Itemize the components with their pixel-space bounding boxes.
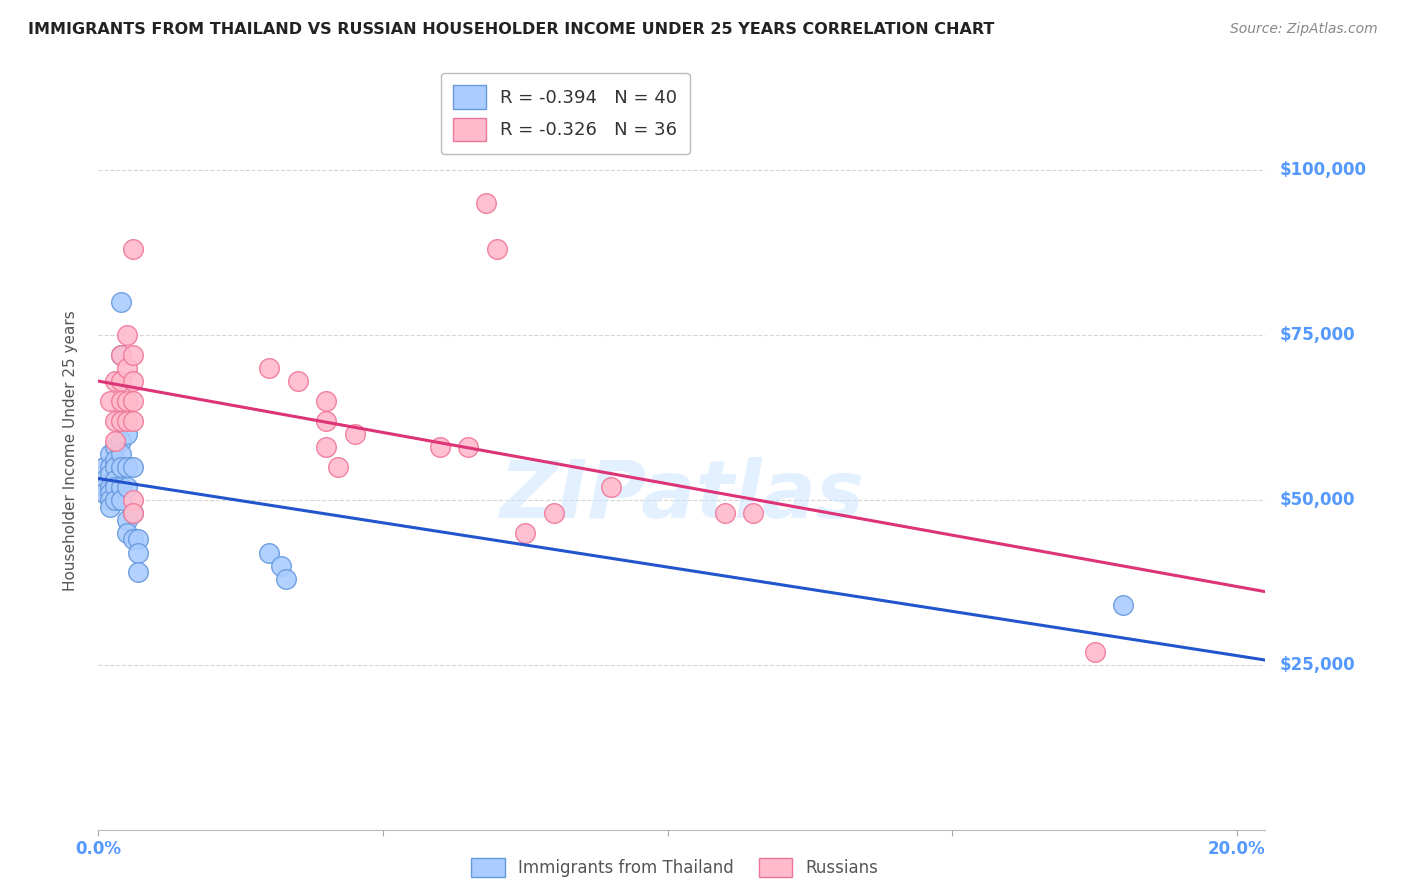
Point — [98, 480, 121, 494]
Point — [742, 506, 765, 520]
Point — [104, 414, 127, 428]
Point — [315, 394, 337, 409]
Text: IMMIGRANTS FROM THAILAND VS RUSSIAN HOUSEHOLDER INCOME UNDER 25 YEARS CORRELATIO: IMMIGRANTS FROM THAILAND VS RUSSIAN HOUS… — [28, 22, 994, 37]
Point — [1112, 599, 1135, 613]
Point — [98, 486, 121, 500]
Point — [104, 453, 127, 467]
Text: $50,000: $50,000 — [1279, 491, 1355, 509]
Point — [127, 533, 149, 547]
Point — [104, 473, 127, 487]
Point — [121, 243, 143, 257]
Point — [457, 440, 479, 454]
Point — [104, 480, 127, 494]
Point — [115, 525, 138, 540]
Point — [110, 295, 132, 310]
Point — [93, 486, 115, 500]
Point — [110, 348, 132, 362]
Point — [287, 374, 309, 388]
Point — [343, 427, 366, 442]
Point — [121, 459, 143, 474]
Text: Source: ZipAtlas.com: Source: ZipAtlas.com — [1230, 22, 1378, 37]
Point — [110, 447, 132, 461]
Point — [93, 459, 115, 474]
Point — [257, 361, 280, 376]
Point — [115, 480, 138, 494]
Point — [93, 473, 115, 487]
Point — [110, 414, 132, 428]
Point — [115, 394, 138, 409]
Text: $75,000: $75,000 — [1279, 326, 1355, 344]
Text: $25,000: $25,000 — [1279, 656, 1355, 673]
Point — [599, 480, 621, 494]
Point — [485, 243, 508, 257]
Point — [110, 394, 132, 409]
Point — [98, 394, 121, 409]
Point — [104, 434, 127, 448]
Point — [121, 348, 143, 362]
Point — [115, 513, 138, 527]
Point — [104, 374, 127, 388]
Point — [121, 374, 143, 388]
Point — [115, 361, 138, 376]
Point — [115, 414, 138, 428]
Point — [93, 480, 115, 494]
Point — [121, 414, 143, 428]
Legend: Immigrants from Thailand, Russians: Immigrants from Thailand, Russians — [465, 851, 884, 884]
Text: $100,000: $100,000 — [1279, 161, 1367, 179]
Point — [276, 572, 298, 586]
Point — [98, 500, 121, 514]
Point — [429, 440, 451, 454]
Point — [110, 480, 132, 494]
Point — [713, 506, 735, 520]
Point — [543, 506, 565, 520]
Point — [110, 492, 132, 507]
Point — [1084, 644, 1107, 658]
Point — [270, 558, 292, 573]
Legend: R = -0.394   N = 40, R = -0.326   N = 36: R = -0.394 N = 40, R = -0.326 N = 36 — [440, 73, 690, 153]
Point — [315, 440, 337, 454]
Point — [257, 546, 280, 560]
Point — [121, 394, 143, 409]
Point — [326, 459, 349, 474]
Point — [110, 374, 132, 388]
Point — [110, 348, 132, 362]
Point — [98, 459, 121, 474]
Point — [110, 434, 132, 448]
Point — [474, 196, 496, 211]
Point — [98, 492, 121, 507]
Point — [315, 414, 337, 428]
Y-axis label: Householder Income Under 25 years: Householder Income Under 25 years — [63, 310, 77, 591]
Point — [121, 506, 143, 520]
Point — [515, 525, 537, 540]
Text: ZIPatlas: ZIPatlas — [499, 457, 865, 535]
Point — [127, 546, 149, 560]
Point — [115, 427, 138, 442]
Point — [115, 459, 138, 474]
Point — [110, 414, 132, 428]
Point — [104, 492, 127, 507]
Point — [104, 459, 127, 474]
Point — [98, 467, 121, 481]
Point — [121, 492, 143, 507]
Point — [121, 533, 143, 547]
Point — [104, 440, 127, 454]
Point — [121, 506, 143, 520]
Point — [115, 328, 138, 343]
Point — [98, 447, 121, 461]
Point — [110, 459, 132, 474]
Point — [127, 566, 149, 580]
